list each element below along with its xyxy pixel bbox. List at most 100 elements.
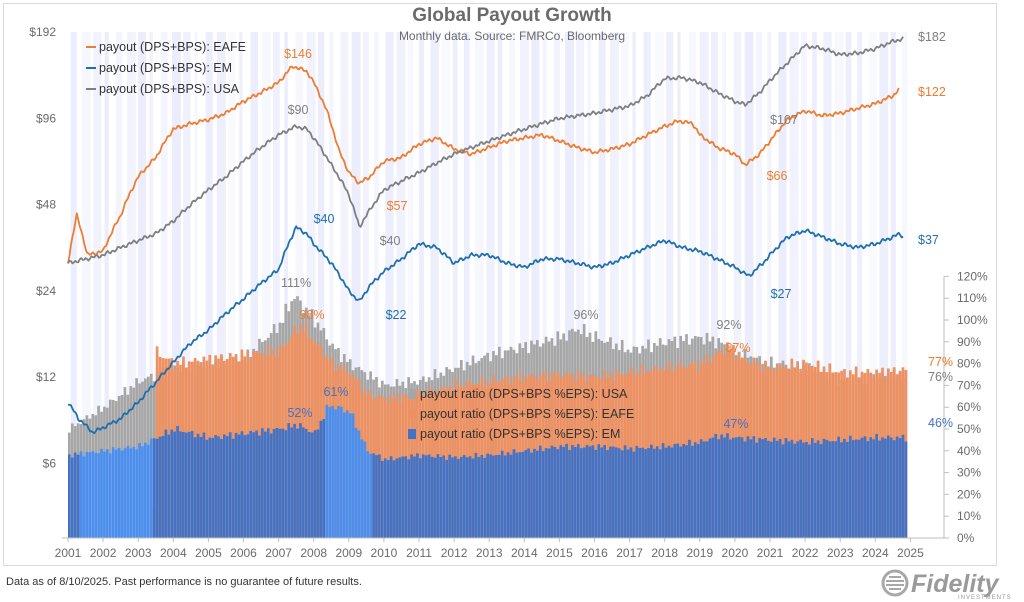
recession-band: [475, 32, 484, 538]
bar-em: [767, 440, 770, 538]
bar-em: [620, 450, 624, 538]
bar-em: [609, 446, 612, 538]
bar-em: [547, 448, 551, 538]
axes: 2001 2002 2003 2004 2005 2006 2007 2008 2009 2010…: [29, 25, 988, 560]
bar-em: [720, 434, 723, 538]
annotation-bar_usa: 96%: [573, 308, 598, 322]
chart-title: Global Payout Growth: [412, 5, 612, 26]
bar-em: [334, 409, 337, 538]
bar-em: [486, 453, 489, 538]
bar-em: [410, 454, 413, 538]
bar-em: [340, 406, 343, 538]
bar-em: [416, 453, 419, 538]
recession-band: [284, 32, 288, 538]
bar-em: [846, 441, 849, 538]
recession-band: [452, 32, 458, 538]
annotation-em: $27: [771, 287, 792, 301]
bar-em: [272, 428, 276, 538]
bar-em: [737, 436, 741, 538]
bar-em: [670, 447, 674, 538]
legend-label: payout (DPS+BPS): EM: [99, 61, 232, 75]
bar-em: [518, 452, 522, 538]
recession-band: [733, 32, 742, 538]
bar-em: [442, 455, 446, 538]
y-left-tick-label: $12: [36, 370, 56, 384]
x-tick-label: 2025: [897, 546, 924, 560]
recession-band: [70, 32, 77, 538]
bar-em: [863, 436, 867, 538]
annotation-usa: $182: [918, 30, 946, 44]
recession-band: [520, 32, 529, 538]
x-tick-label: 2012: [441, 546, 468, 560]
line-eafe: [67, 65, 900, 264]
recession-band: [374, 32, 379, 538]
bar-em: [729, 439, 732, 538]
bar-em: [91, 451, 95, 538]
bar-em: [252, 432, 255, 538]
bar-em: [626, 449, 630, 538]
bar-em: [445, 459, 449, 538]
bar-em: [691, 445, 694, 538]
bar-em: [705, 441, 709, 538]
bar-em: [173, 431, 176, 538]
bar-em: [541, 451, 545, 538]
bar-em: [152, 438, 156, 538]
bar-em: [149, 438, 153, 538]
bar-em: [813, 442, 817, 538]
bar-em: [76, 454, 80, 538]
bar-em: [302, 427, 305, 538]
recession-band: [778, 32, 787, 538]
bar-em: [424, 455, 428, 538]
bar-em: [872, 439, 876, 538]
bar-em: [389, 456, 393, 538]
bar-em: [790, 439, 794, 538]
bar-em: [799, 439, 802, 538]
bar-em: [658, 449, 662, 538]
bar-em: [313, 430, 317, 538]
bar-em: [875, 433, 878, 538]
recession-band: [621, 32, 629, 538]
payout-lines: [67, 36, 904, 435]
bar-em: [114, 449, 118, 538]
bar-em: [892, 440, 896, 538]
recession-band: [149, 32, 154, 538]
recession-band: [441, 32, 450, 538]
bar-em: [673, 443, 677, 538]
bar-em: [533, 448, 536, 538]
bar-em: [884, 438, 887, 538]
bar-em: [269, 433, 273, 538]
bar-em: [325, 404, 329, 538]
legend-label: payout (DPS+BPS): EAFE: [99, 40, 246, 54]
bar-em: [185, 432, 188, 538]
recession-band: [508, 32, 515, 538]
annotation-eafe: $57: [387, 199, 408, 213]
recession-band: [845, 32, 852, 538]
bar-em: [708, 438, 712, 538]
bar-em: [366, 451, 370, 538]
x-tick-label: 2001: [55, 546, 82, 560]
recession-band: [104, 32, 109, 538]
bar-em: [211, 437, 215, 538]
bar-em: [401, 456, 405, 538]
recession-band: [183, 32, 191, 538]
bar-em: [854, 439, 858, 538]
x-tick-label: 2022: [792, 546, 819, 560]
bar-em: [237, 434, 241, 538]
recession-band: [306, 32, 316, 538]
bar-em: [512, 449, 516, 538]
bar-em: [97, 453, 100, 538]
bar-em: [772, 437, 776, 538]
bar-em: [263, 431, 267, 538]
legend-payout: payout (DPS+BPS): EAFE payout (DPS+BPS): …: [86, 40, 246, 96]
bar-em: [571, 445, 574, 538]
recession-band: [901, 32, 908, 538]
bar-em: [492, 455, 495, 538]
bar-em: [380, 460, 384, 538]
bar-em: [293, 423, 296, 538]
bar-em: [515, 452, 519, 538]
x-tick-label: 2005: [195, 546, 222, 560]
y-right-tick-label: 120%: [957, 269, 988, 283]
bar-em: [641, 447, 644, 538]
recession-band: [295, 32, 304, 538]
y-right-tick-label: 50%: [957, 422, 981, 436]
